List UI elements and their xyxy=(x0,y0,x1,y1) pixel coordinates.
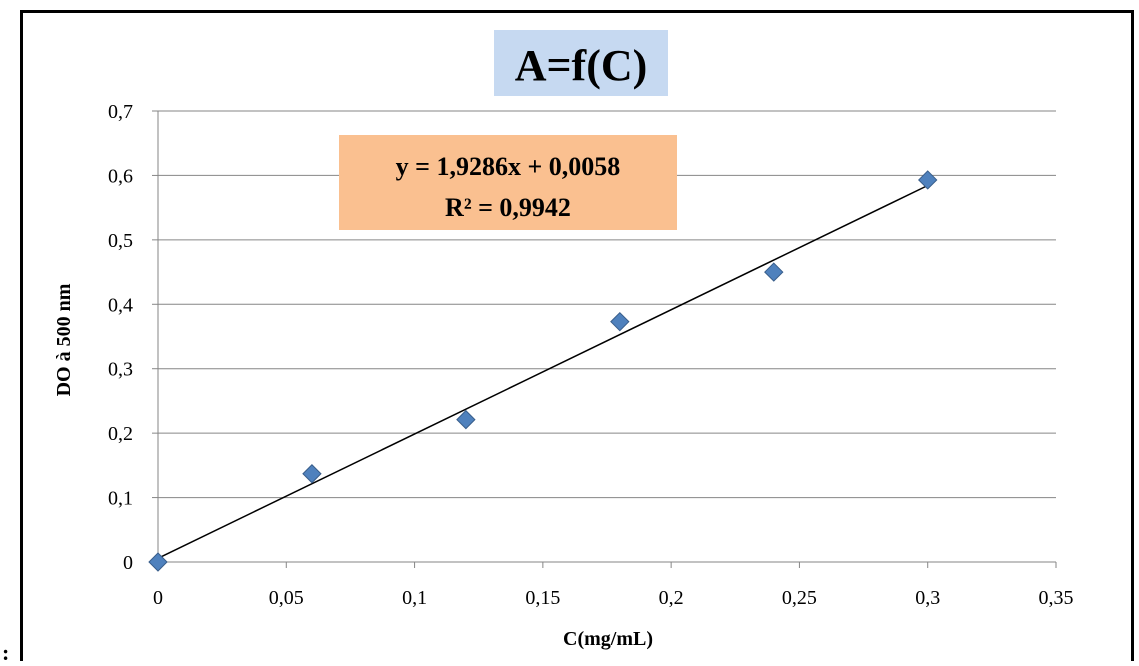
x-axis-title: C(mg/mL) xyxy=(563,628,653,650)
y-tick-label: 0,1 xyxy=(108,488,133,510)
chart-frame xyxy=(20,10,1134,661)
y-tick-label: 0,7 xyxy=(108,101,133,123)
title-background xyxy=(494,30,668,96)
trendline xyxy=(157,184,929,559)
x-tick-label: 0,35 xyxy=(1039,587,1074,609)
y-tick-label: 0 xyxy=(123,552,133,574)
y-tick-label: 0,4 xyxy=(108,294,133,316)
x-tick-label: 0,1 xyxy=(402,587,427,609)
data-points xyxy=(148,170,938,572)
axes: 0 0,1 0,2 0,3 0,4 0,5 0,6 0,7 0 0,05 0,1 0,15 0,2 0,2… xyxy=(108,101,1074,609)
data-point xyxy=(456,409,476,430)
trendline-equation: y = 1,9286x + 0,0058 xyxy=(396,152,621,181)
data-point xyxy=(764,262,784,282)
data-point xyxy=(918,170,938,190)
data-point xyxy=(302,464,322,484)
x-tick-label: 0,05 xyxy=(269,587,304,609)
stray-colon: : xyxy=(2,640,10,665)
data-point xyxy=(610,311,630,332)
x-tick-label: 0 xyxy=(153,587,163,609)
trendline-group xyxy=(157,184,929,559)
x-tick-label: 0,25 xyxy=(782,587,817,609)
x-tick-label: 0,3 xyxy=(915,587,940,609)
y-tick-label: 0,6 xyxy=(108,165,133,187)
y-tick-label: 0,3 xyxy=(108,359,133,381)
r-squared-label: R² = 0,9942 xyxy=(445,193,571,222)
chart-title: A=f(C) xyxy=(515,41,648,90)
x-tick-label: 0,15 xyxy=(525,587,560,609)
y-tick-label: 0,5 xyxy=(108,230,133,252)
y-axis-title: DO à 500 nm xyxy=(53,283,75,396)
equation-box xyxy=(339,135,677,230)
x-tick-label: 0,2 xyxy=(659,587,684,609)
y-tick-label: 0,2 xyxy=(108,423,133,445)
data-point xyxy=(148,552,168,572)
